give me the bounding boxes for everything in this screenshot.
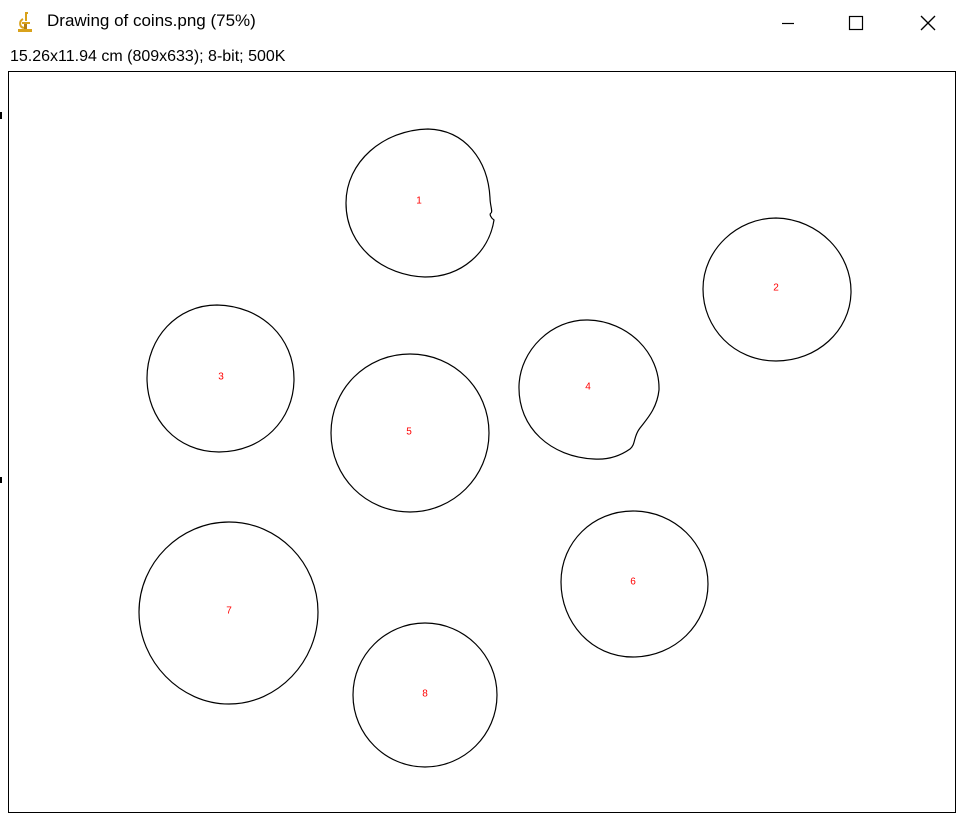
left-edge-mark — [0, 112, 2, 119]
image-canvas[interactable] — [8, 71, 956, 813]
minimize-icon — [782, 22, 794, 25]
close-button[interactable] — [893, 0, 963, 46]
left-edge-mark — [0, 477, 2, 483]
image-info-line: 15.26x11.94 cm (809x633); 8-bit; 500K — [10, 48, 286, 65]
maximize-icon — [848, 15, 864, 31]
maximize-button[interactable] — [821, 0, 891, 46]
window-title: Drawing of coins.png (75%) — [47, 11, 256, 30]
close-icon — [920, 15, 936, 31]
minimize-button[interactable] — [753, 0, 823, 46]
title-bar[interactable]: Drawing of coins.png (75%) — [0, 0, 963, 46]
imagej-microscope-icon — [18, 12, 32, 32]
